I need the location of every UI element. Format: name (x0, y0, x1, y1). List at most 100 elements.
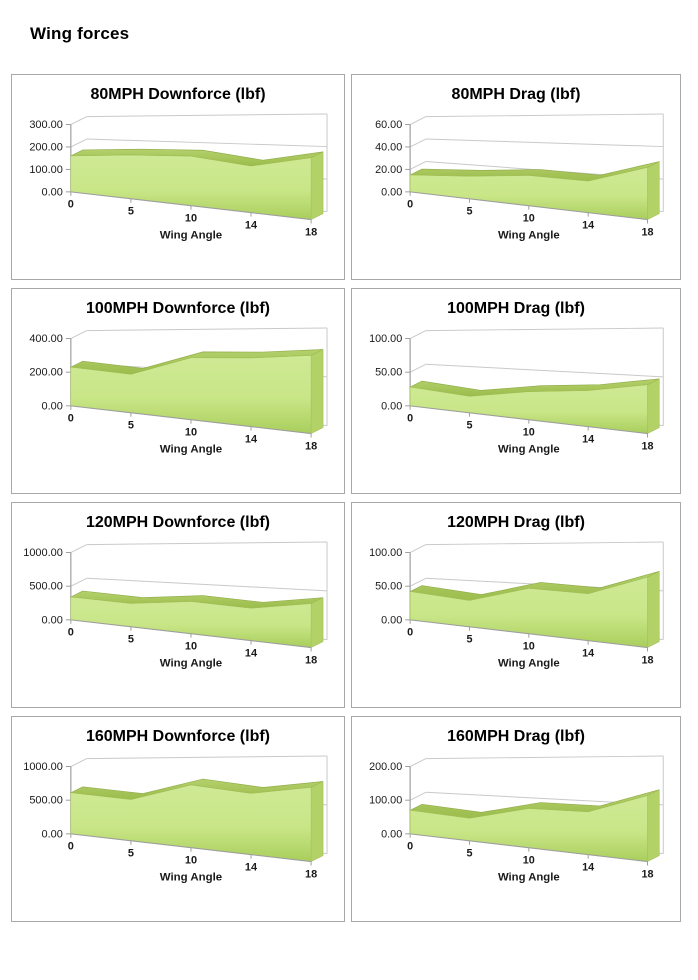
x-axis-title: Wing Angle (160, 657, 222, 669)
y-tick-label: 1000.00 (23, 547, 63, 559)
chart-plot: 400.00 200.00 0.00 0 5 10 14 18 Wing Angle (29, 327, 328, 455)
gridline-depth (70, 138, 87, 148)
gridline-depth (409, 577, 427, 587)
area-side-face (647, 570, 660, 648)
gridline-depth (409, 138, 427, 148)
y-tick-label: 50.00 (375, 581, 402, 593)
x-tick-label: 18 (641, 654, 653, 666)
x-tick-label: 5 (128, 848, 134, 860)
x-tick-label: 5 (128, 420, 134, 432)
x-tick-label: 14 (582, 433, 594, 445)
x-tick-label: 10 (523, 213, 535, 225)
gridline (86, 113, 328, 118)
gridline (425, 541, 664, 546)
gridline-depth (70, 758, 87, 767)
chart-title: 120MPH Drag (lbf) (447, 514, 585, 531)
y-tick-label: 300.00 (29, 119, 63, 131)
chart-plot: 100.00 50.00 0.00 0 5 10 14 18 Wing Angle (369, 327, 664, 455)
x-tick-label: 14 (245, 862, 258, 874)
chart-120mph-drag: 120MPH Drag (lbf) 100.00 50.00 0.00 0 5 10 14 1… (351, 502, 681, 708)
x-tick-label: 14 (245, 434, 258, 446)
chart-title: 100MPH Drag (lbf) (447, 300, 585, 317)
gridline (425, 755, 664, 760)
x-tick-label: 10 (523, 641, 535, 653)
x-tick-label: 5 (466, 420, 472, 432)
area-side-face (310, 781, 324, 862)
x-axis-title: Wing Angle (498, 871, 560, 883)
y-tick-label: 400.00 (29, 333, 63, 345)
y-tick-label: 500.00 (29, 795, 63, 807)
x-axis-title: Wing Angle (160, 229, 222, 241)
area-side-face (310, 151, 324, 220)
chart-plot: 200.00 100.00 0.00 0 5 10 14 18 Wing Angle (369, 755, 664, 883)
chart-title: 120MPH Downforce (lbf) (85, 514, 270, 531)
gridline (425, 363, 664, 378)
x-tick-label: 18 (305, 440, 317, 452)
gridline (86, 138, 328, 148)
x-axis-title: Wing Angle (498, 657, 560, 669)
gridline (425, 327, 664, 332)
y-tick-label: 0.00 (42, 828, 63, 840)
y-tick-label: 1000.00 (23, 761, 63, 773)
chart-title: 160MPH Downforce (lbf) (85, 728, 270, 745)
x-axis-title: Wing Angle (160, 443, 222, 455)
y-tick-label: 200.00 (369, 761, 402, 773)
x-tick-label: 0 (68, 627, 74, 639)
chart-plot: 1000.00 500.00 0.00 0 5 10 14 18 Wing Angle (23, 755, 328, 883)
y-tick-label: 40.00 (375, 141, 402, 153)
area-front-face (70, 154, 312, 220)
x-tick-label: 18 (305, 226, 317, 238)
x-tick-label: 0 (407, 627, 413, 639)
y-tick-label: 0.00 (381, 186, 402, 198)
x-tick-label: 10 (523, 427, 535, 439)
x-tick-label: 0 (407, 413, 413, 425)
chart-160mph-downforce: 160MPH Downforce (lbf) 1000.00 500.00 0.00… (11, 716, 345, 922)
x-tick-label: 14 (582, 647, 594, 659)
chart-plot: 300.00 200.00 100.00 0.00 0 5 10 14 18 Wing Angle (29, 113, 328, 241)
x-tick-label: 0 (407, 841, 413, 853)
gridline-depth (70, 577, 87, 587)
y-tick-label: 200.00 (29, 141, 63, 153)
gridline-depth (409, 330, 427, 339)
area-side-face (647, 789, 660, 862)
chart-title: 80MPH Downforce (lbf) (90, 86, 266, 103)
x-tick-label: 5 (128, 206, 134, 218)
y-tick-label: 200.00 (29, 367, 63, 379)
y-tick-label: 0.00 (381, 614, 402, 626)
chart-100mph-drag: 100MPH Drag (lbf) 100.00 50.00 0.00 0 5 10 14 1… (351, 288, 681, 494)
chart-plot: 60.00 40.00 20.00 0.00 0 5 10 14 18 Wing Angle (375, 113, 664, 241)
x-tick-label: 18 (641, 868, 653, 880)
y-tick-label: 100.00 (369, 333, 402, 345)
x-tick-label: 0 (407, 199, 413, 211)
chart-plot: 100.00 50.00 0.00 0 5 10 14 18 Wing Angle (369, 541, 664, 669)
x-tick-label: 14 (582, 219, 594, 231)
x-tick-label: 18 (641, 226, 653, 238)
chart-120mph-downforce: 120MPH Downforce (lbf) 1000.00 500.00 0.00… (11, 502, 345, 708)
gridline-depth (70, 330, 87, 339)
x-axis-title: Wing Angle (160, 871, 222, 883)
gridline-depth (409, 544, 427, 553)
gridline (86, 327, 328, 332)
x-tick-label: 5 (466, 634, 472, 646)
page-title: Wing forces (30, 24, 130, 43)
y-tick-label: 60.00 (375, 119, 402, 131)
chart-100mph-downforce: 100MPH Downforce (lbf) 400.00 200.00 0.00 0… (11, 288, 345, 494)
x-axis-title: Wing Angle (498, 229, 560, 241)
y-tick-label: 100.00 (29, 164, 63, 176)
gridline (86, 541, 328, 546)
x-tick-label: 18 (305, 868, 317, 880)
gridline (425, 113, 664, 118)
y-tick-label: 0.00 (42, 614, 63, 626)
x-tick-label: 18 (641, 440, 653, 452)
chart-160mph-drag: 160MPH Drag (lbf) 200.00 100.00 0.00 0 5 10 14… (351, 716, 681, 922)
gridline-depth (409, 116, 427, 125)
x-tick-label: 5 (128, 634, 134, 646)
x-axis-title: Wing Angle (498, 443, 560, 455)
y-tick-label: 20.00 (375, 164, 402, 176)
x-tick-label: 0 (68, 841, 74, 853)
gridline-depth (409, 758, 427, 767)
chart-80mph-downforce: 80MPH Downforce (lbf) 300.00 200.00 100.00… (11, 74, 345, 280)
x-tick-label: 10 (185, 213, 197, 225)
x-tick-label: 14 (245, 648, 258, 660)
gridline-depth (70, 116, 87, 125)
